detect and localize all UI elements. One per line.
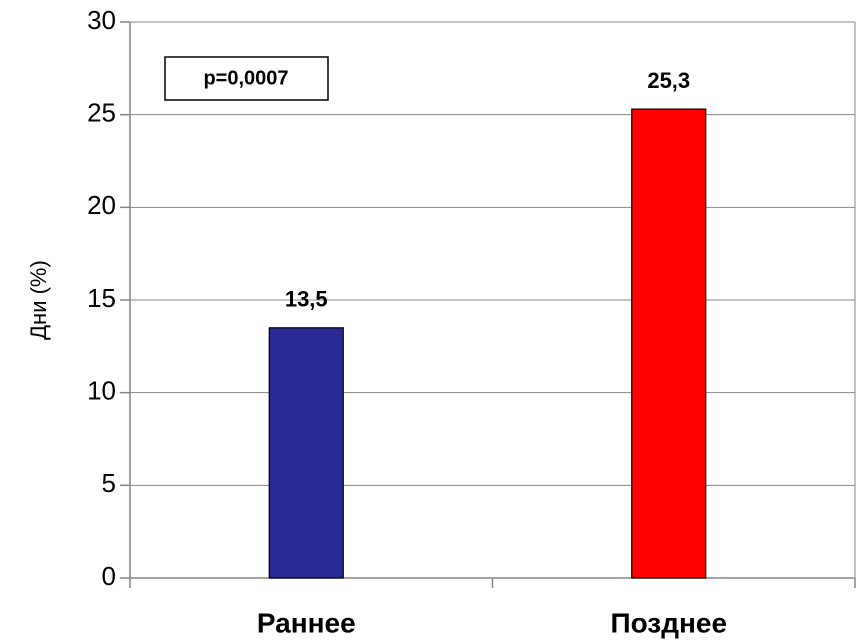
y-tick-label: 20 xyxy=(87,190,116,220)
value-label: 13,5 xyxy=(285,287,328,312)
x-tick-label: Раннее xyxy=(257,607,356,638)
value-label: 25,3 xyxy=(647,68,690,93)
y-tick-label: 15 xyxy=(87,283,116,313)
bar xyxy=(268,327,344,579)
annotation: p=0,0007 xyxy=(203,67,288,89)
y-tick-label: 30 xyxy=(87,5,116,35)
y-axis-label: Дни (%) xyxy=(26,260,51,340)
bar xyxy=(631,108,707,579)
y-tick-label: 10 xyxy=(87,376,116,406)
annotation-box xyxy=(164,56,329,101)
y-tick-label: 25 xyxy=(87,98,116,128)
x-tick-label: Позднее xyxy=(610,607,727,638)
y-tick-label: 0 xyxy=(102,561,116,591)
y-tick-label: 5 xyxy=(102,468,116,498)
